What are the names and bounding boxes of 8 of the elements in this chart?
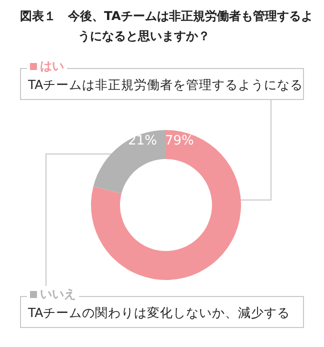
text: TAチームの関わりは変化しないか、減少する xyxy=(28,305,290,322)
donut-slice xyxy=(91,130,241,280)
data-label: 79% xyxy=(165,134,194,149)
legend-label: はい xyxy=(27,58,67,74)
legend-label: いいえ xyxy=(27,286,79,302)
chart-title: 図表１ 今後、TAチームは非正規労働者も管理するようになると思いますか？ xyxy=(20,8,314,45)
text: TAチームは非正規労働者を管理するようになる xyxy=(28,77,304,94)
donut-slice xyxy=(93,130,166,194)
